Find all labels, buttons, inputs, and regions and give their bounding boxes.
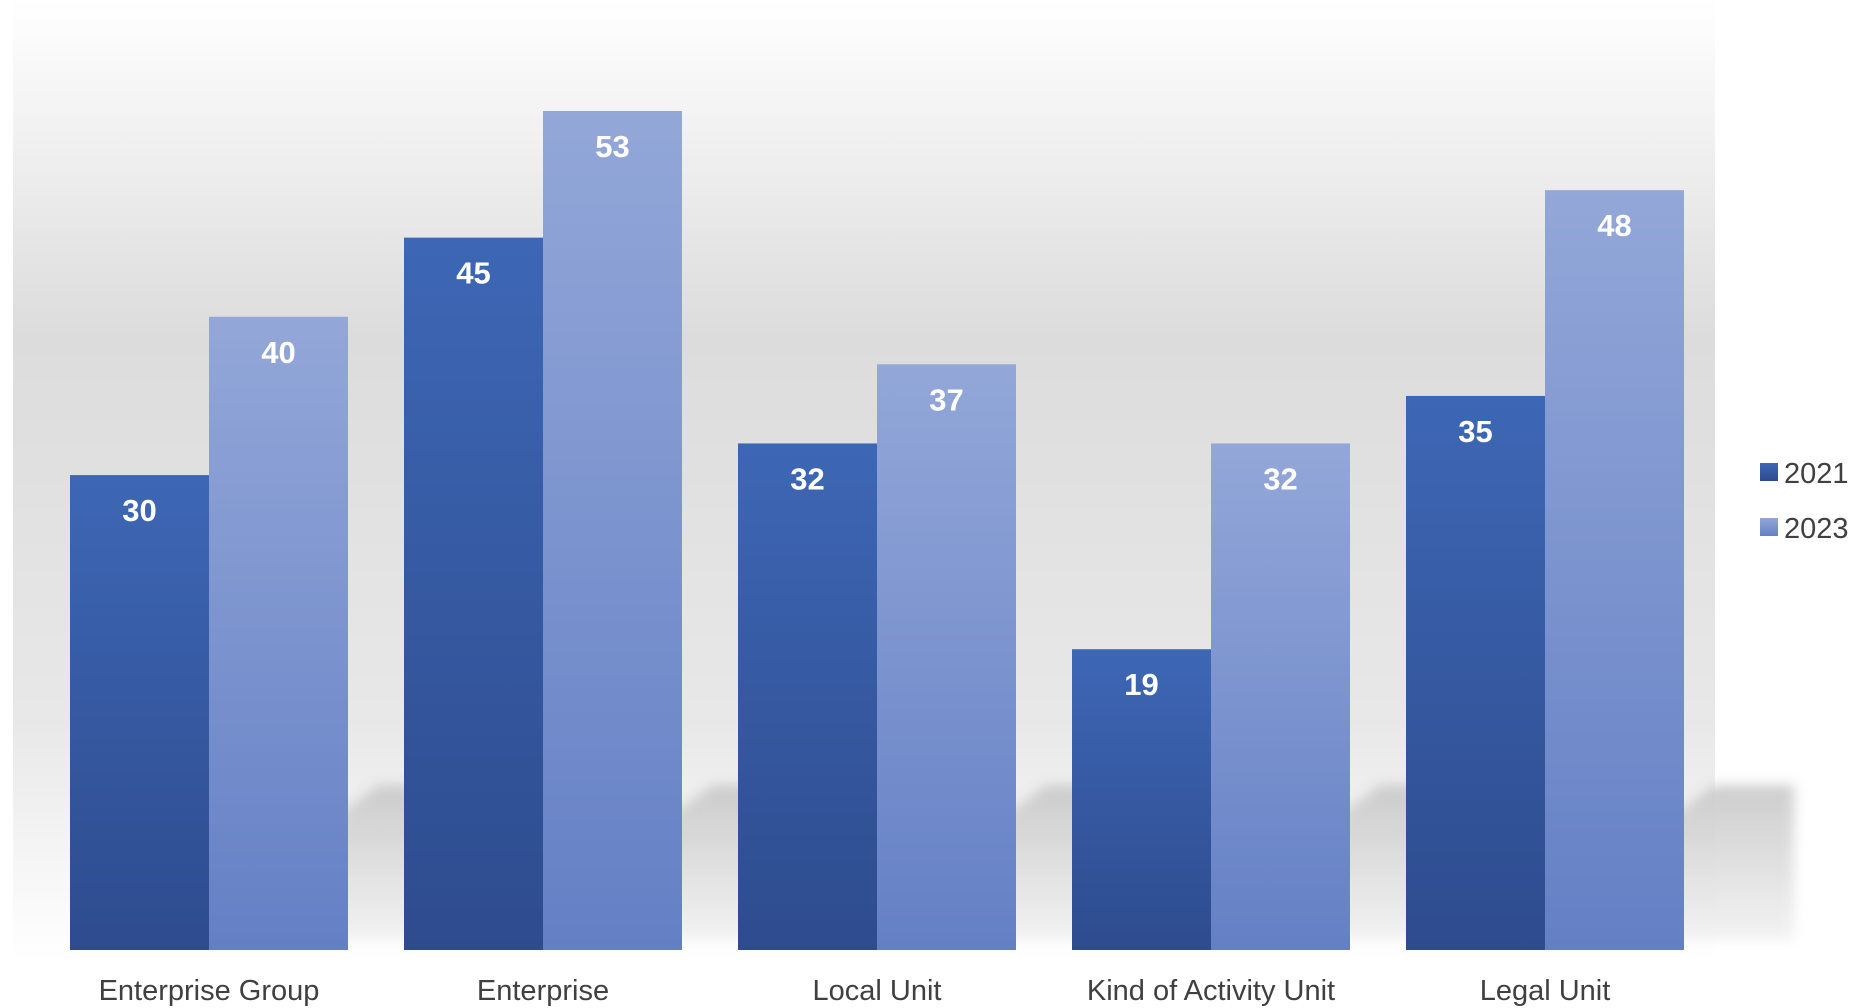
legend: 2021 2023 xyxy=(1760,458,1849,545)
category-label: Kind of Activity Unit xyxy=(1087,975,1335,1007)
category-label: Enterprise xyxy=(477,975,609,1007)
bar-2023-2 xyxy=(877,364,1016,950)
data-label: 35 xyxy=(1458,414,1492,449)
category-label: Legal Unit xyxy=(1480,975,1611,1007)
legend-label: 2021 xyxy=(1784,458,1849,490)
data-label: 19 xyxy=(1124,667,1158,702)
data-label: 53 xyxy=(595,129,629,164)
bar-2023-1 xyxy=(543,111,682,950)
bar-2021-2 xyxy=(738,443,877,950)
category-label: Enterprise Group xyxy=(99,975,320,1007)
data-label: 30 xyxy=(122,493,156,528)
data-label: 40 xyxy=(261,335,295,370)
data-labels: 30 40 45 53 32 37 19 32 35 48 xyxy=(122,129,1631,702)
bar-2021-3 xyxy=(1072,649,1211,950)
bar-2021-0 xyxy=(70,475,209,950)
data-label: 48 xyxy=(1597,208,1631,243)
legend-swatch-2021 xyxy=(1760,463,1778,481)
bars xyxy=(70,111,1684,951)
data-label: 37 xyxy=(929,382,963,417)
bar-2023-0 xyxy=(209,316,348,950)
bar-2021-1 xyxy=(404,237,543,951)
legend-label: 2023 xyxy=(1784,513,1849,545)
bar-2023-4 xyxy=(1545,190,1684,950)
data-label: 32 xyxy=(1263,461,1297,496)
category-label: Local Unit xyxy=(813,975,942,1007)
data-label: 45 xyxy=(456,256,490,291)
data-label: 32 xyxy=(790,461,824,496)
category-axis-labels: Enterprise Group Enterprise Local Unit Kind… xyxy=(99,975,1611,1007)
legend-swatch-2023 xyxy=(1760,518,1778,536)
bar-2023-3 xyxy=(1211,443,1350,950)
bar-2021-4 xyxy=(1406,395,1545,951)
